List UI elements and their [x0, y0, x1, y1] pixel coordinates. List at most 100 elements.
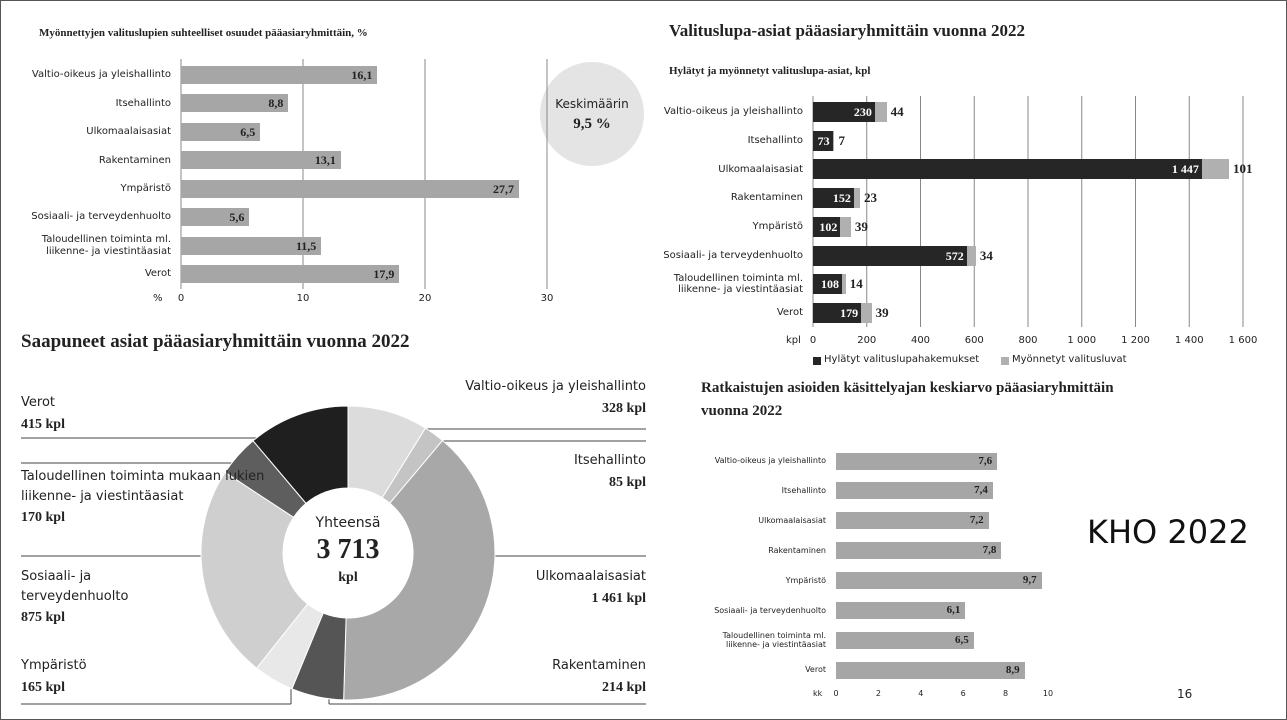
- bar-segment: [813, 188, 854, 209]
- x-tick-label: 2: [875, 689, 881, 698]
- bar: [836, 482, 993, 500]
- value-label: 108: [821, 277, 840, 292]
- value-label: 11,5: [295, 238, 317, 253]
- value-label: 34: [979, 247, 993, 263]
- category-label: Verot: [144, 268, 171, 280]
- donut-slice: [252, 405, 349, 505]
- x-tick-label: 8: [1003, 689, 1009, 698]
- bar-segment: [813, 130, 833, 151]
- category-label: Ympäristö: [120, 182, 171, 194]
- bar: [836, 542, 1002, 560]
- value-label: 13,1: [314, 153, 336, 168]
- bar: [181, 236, 322, 255]
- category-label: Ulkomaalaisasiat: [86, 126, 171, 138]
- axis-label: %: [153, 293, 163, 304]
- category-label: Rakentaminen: [730, 192, 803, 204]
- slice-value: 1 461 kpl: [591, 590, 646, 606]
- slice-label: Itsehallinto 85 kpl: [446, 451, 646, 491]
- value-label: 572: [945, 248, 964, 263]
- x-tick-label: 30: [540, 293, 554, 304]
- bar: [181, 179, 519, 198]
- category-label: Itsehallinto: [747, 134, 803, 146]
- bar: [181, 265, 400, 283]
- slice-value: 85 kpl: [609, 474, 646, 490]
- legend-label: Hylätyt valituslupahakemukset: [824, 354, 980, 365]
- slice-name: Ulkomaalaisasiat: [535, 569, 646, 584]
- value-label: 9,7: [1022, 573, 1037, 586]
- x-tick-label: 1 000: [1067, 335, 1097, 346]
- chart-title: Ratkaistujen asioiden käsittelyajan kesk…: [701, 380, 1114, 419]
- value-label: 7: [838, 132, 846, 148]
- value-label: 16,1: [351, 68, 373, 82]
- bar: [181, 66, 378, 84]
- x-tick-label: 6: [960, 689, 966, 698]
- bar: [836, 631, 974, 649]
- slice-label: Verot 415 kpl: [21, 393, 221, 433]
- category-label: Rakentaminen: [768, 545, 826, 555]
- value-label: 101: [1233, 161, 1253, 177]
- value-label: 39: [875, 304, 889, 320]
- slice-name: Ympäristö: [21, 658, 87, 673]
- value-label: 14: [849, 276, 863, 292]
- center-label: Yhteensä: [315, 515, 381, 531]
- value-label: 73: [817, 133, 830, 148]
- annotation-label: Keskimäärin: [555, 97, 629, 111]
- x-tick-label: 10: [1042, 689, 1054, 698]
- value-label: 27,7: [492, 181, 514, 196]
- x-tick-label: 20: [418, 293, 432, 304]
- chart-title: Valituslupa-asiat pääasiaryhmittäin vuon…: [669, 21, 1025, 40]
- value-label: 179: [840, 305, 859, 320]
- bar: [836, 571, 1042, 589]
- category-label: Itsehallinto: [115, 97, 171, 109]
- donut-slice: [200, 471, 309, 669]
- bar-segment: [966, 245, 976, 266]
- slice-label: Sosiaali- ja terveydenhuolto 875 kpl: [21, 567, 131, 626]
- category-label: Taloudellinen toiminta ml. liikenne- ja …: [722, 630, 826, 650]
- slice-value: 415 kpl: [21, 416, 65, 432]
- x-tick-label: 800: [1018, 335, 1038, 346]
- bar: [181, 94, 289, 113]
- x-tick-label: 0: [809, 335, 817, 346]
- value-label: 8,9: [1005, 663, 1020, 676]
- bar-segment: [813, 102, 875, 122]
- value-label: 39: [854, 218, 868, 234]
- value-label: 6,1: [946, 603, 961, 616]
- value-label: 23: [864, 190, 878, 206]
- value-label: 6,5: [955, 633, 969, 646]
- value-label: 17,9: [373, 267, 395, 281]
- slice-name: Itsehallinto: [573, 453, 646, 468]
- slice-value: 214 kpl: [602, 679, 646, 695]
- average-badge: [540, 62, 644, 166]
- x-tick-label: 1 600: [1228, 335, 1258, 346]
- bar: [836, 601, 966, 619]
- center-total: 3 713: [316, 534, 380, 565]
- bar: [836, 661, 1025, 679]
- slice-name: Verot: [21, 395, 55, 410]
- slice-label: Valtio-oikeus ja yleishallinto 328 kpl: [376, 377, 646, 417]
- value-label: 102: [819, 219, 838, 234]
- x-tick-label: 1 400: [1174, 335, 1204, 346]
- bar: [836, 512, 989, 530]
- donut-slice: [343, 439, 496, 701]
- slice-name: Rakentaminen: [552, 658, 646, 673]
- slice-value: 328 kpl: [602, 400, 646, 416]
- bar-segment: [813, 245, 967, 266]
- category-label: Taloudellinen toiminta ml. liikenne- ja …: [41, 234, 171, 257]
- bar-segment: [874, 102, 887, 122]
- x-tick-label: 1 200: [1121, 335, 1150, 346]
- slice-value: 875 kpl: [21, 610, 65, 625]
- x-tick-label: 10: [296, 293, 310, 304]
- category-label: Ympäristö: [785, 575, 826, 585]
- slice-name: Valtio-oikeus ja yleishallinto: [465, 379, 646, 394]
- category-label: Taloudellinen toiminta ml. liikenne- ja …: [673, 272, 803, 296]
- category-label: Sosiaali- ja terveydenhuolto: [714, 605, 826, 615]
- category-label: Ympäristö: [752, 221, 803, 233]
- legend-label: Myönnetyt valitusluvat: [1012, 354, 1127, 365]
- chart-subtitle: Hylätyt ja myönnetyt valituslupa-asiat, …: [669, 65, 871, 77]
- category-label: Sosiaali- ja terveydenhuolto: [31, 211, 171, 223]
- bar-segment: [813, 216, 841, 237]
- slice-value: 165 kpl: [21, 679, 65, 695]
- bar: [181, 208, 250, 227]
- category-label: Valtio-oikeus ja yleishallinto: [663, 106, 803, 118]
- slice-name: Taloudellinen toiminta mukaan lukien lii…: [21, 469, 265, 504]
